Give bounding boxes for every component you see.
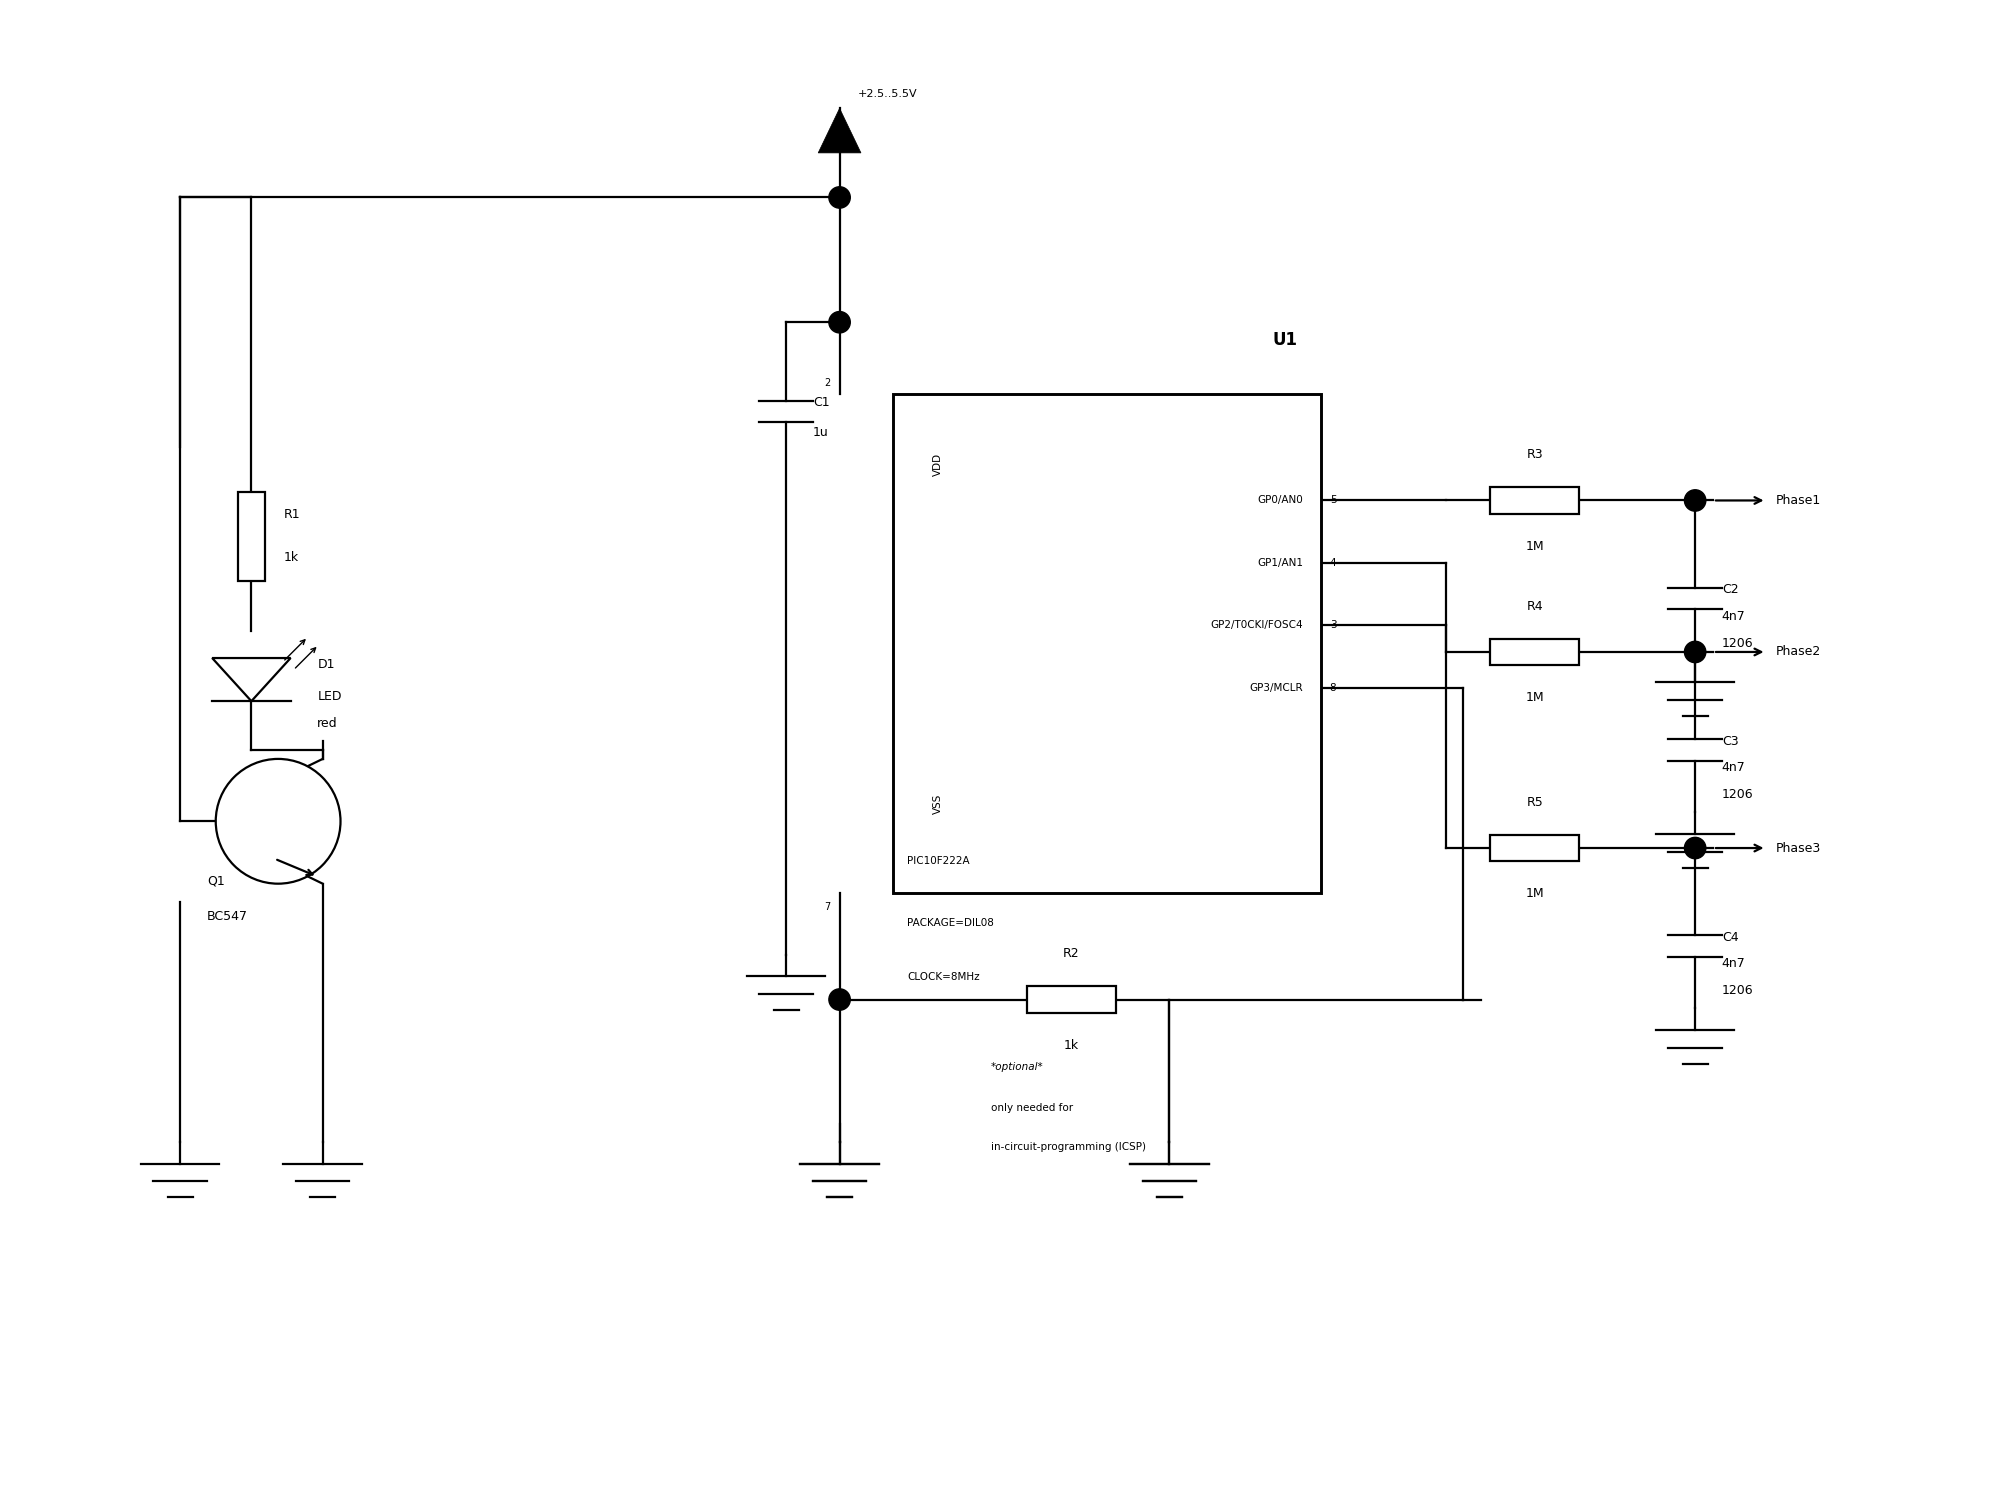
Text: only needed for: only needed for: [992, 1102, 1074, 1113]
Text: in-circuit-programming (ICSP): in-circuit-programming (ICSP): [992, 1142, 1146, 1152]
Circle shape: [1684, 490, 1706, 512]
Text: R1: R1: [284, 509, 300, 520]
Text: 1u: 1u: [812, 426, 828, 439]
Text: 1206: 1206: [1722, 636, 1754, 650]
Text: 1M: 1M: [1526, 692, 1544, 703]
Text: +2.5..5.5V: +2.5..5.5V: [858, 90, 918, 99]
Text: 8: 8: [1330, 682, 1336, 693]
FancyArrowPatch shape: [296, 648, 316, 668]
Text: 5: 5: [1330, 495, 1336, 506]
Text: 1k: 1k: [1064, 1040, 1078, 1052]
Circle shape: [828, 988, 850, 1010]
Text: 1k: 1k: [284, 550, 298, 564]
Text: Q1: Q1: [206, 874, 224, 888]
Text: VDD: VDD: [932, 453, 942, 477]
Bar: [894, 393, 1320, 892]
Text: 1206: 1206: [1722, 984, 1754, 998]
FancyArrowPatch shape: [1716, 844, 1762, 852]
FancyArrowPatch shape: [278, 859, 312, 874]
Text: 4n7: 4n7: [1722, 957, 1746, 970]
Text: GP0/AN0: GP0/AN0: [1258, 495, 1304, 506]
Bar: [1490, 639, 1580, 666]
Text: C3: C3: [1722, 735, 1738, 747]
Text: D1: D1: [318, 658, 334, 670]
Text: Phase1: Phase1: [1776, 494, 1820, 507]
Text: CLOCK=8MHz: CLOCK=8MHz: [908, 972, 980, 981]
Bar: [238, 492, 264, 580]
Text: GP3/MCLR: GP3/MCLR: [1250, 682, 1304, 693]
Circle shape: [1684, 837, 1706, 858]
Text: 2: 2: [824, 378, 830, 388]
Bar: [1026, 986, 1116, 1012]
Text: VSS: VSS: [932, 794, 942, 813]
Text: 4: 4: [1330, 558, 1336, 568]
Text: R5: R5: [1526, 796, 1544, 808]
Text: C1: C1: [812, 396, 830, 410]
Text: red: red: [318, 717, 338, 730]
Polygon shape: [212, 658, 290, 700]
Circle shape: [216, 759, 340, 884]
Text: R2: R2: [1062, 948, 1080, 960]
Text: C2: C2: [1722, 584, 1738, 596]
Text: C4: C4: [1722, 930, 1738, 944]
Text: *optional*: *optional*: [992, 1062, 1044, 1072]
Text: PACKAGE=DIL08: PACKAGE=DIL08: [908, 918, 994, 928]
Text: 4n7: 4n7: [1722, 610, 1746, 622]
Text: 1M: 1M: [1526, 540, 1544, 552]
Text: R4: R4: [1526, 600, 1544, 613]
Text: LED: LED: [318, 690, 342, 703]
Text: 1206: 1206: [1722, 788, 1754, 801]
Text: 4n7: 4n7: [1722, 762, 1746, 774]
Text: GP1/AN1: GP1/AN1: [1258, 558, 1304, 568]
Text: 3: 3: [1330, 620, 1336, 630]
Bar: [1490, 834, 1580, 861]
Text: BC547: BC547: [206, 910, 248, 924]
Bar: [1490, 488, 1580, 514]
Text: PIC10F222A: PIC10F222A: [908, 856, 970, 865]
FancyArrowPatch shape: [1716, 648, 1762, 656]
Polygon shape: [818, 108, 860, 153]
Text: GP2/T0CKI/FOSC4: GP2/T0CKI/FOSC4: [1210, 620, 1304, 630]
Text: 7: 7: [824, 902, 830, 912]
Circle shape: [828, 312, 850, 333]
Text: Phase3: Phase3: [1776, 842, 1820, 855]
FancyArrowPatch shape: [1716, 496, 1762, 504]
Circle shape: [828, 188, 850, 209]
Text: R3: R3: [1526, 448, 1544, 462]
Text: 1M: 1M: [1526, 886, 1544, 900]
FancyArrowPatch shape: [284, 640, 304, 660]
Text: U1: U1: [1272, 332, 1298, 350]
Circle shape: [1684, 642, 1706, 663]
Text: Phase2: Phase2: [1776, 645, 1820, 658]
